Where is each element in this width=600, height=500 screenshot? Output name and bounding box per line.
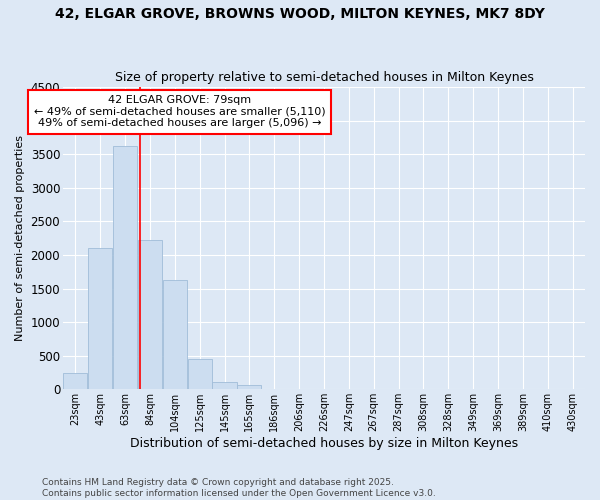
- Text: 42 ELGAR GROVE: 79sqm
← 49% of semi-detached houses are smaller (5,110)
49% of s: 42 ELGAR GROVE: 79sqm ← 49% of semi-deta…: [34, 95, 326, 128]
- X-axis label: Distribution of semi-detached houses by size in Milton Keynes: Distribution of semi-detached houses by …: [130, 437, 518, 450]
- Bar: [188, 359, 212, 390]
- Bar: [113, 146, 137, 390]
- Bar: [88, 248, 112, 390]
- Bar: [163, 280, 187, 390]
- Y-axis label: Number of semi-detached properties: Number of semi-detached properties: [15, 135, 25, 341]
- Bar: [138, 240, 162, 390]
- Bar: [64, 372, 88, 390]
- Bar: [212, 382, 236, 390]
- Text: 42, ELGAR GROVE, BROWNS WOOD, MILTON KEYNES, MK7 8DY: 42, ELGAR GROVE, BROWNS WOOD, MILTON KEY…: [55, 8, 545, 22]
- Text: Contains HM Land Registry data © Crown copyright and database right 2025.
Contai: Contains HM Land Registry data © Crown c…: [42, 478, 436, 498]
- Title: Size of property relative to semi-detached houses in Milton Keynes: Size of property relative to semi-detach…: [115, 72, 533, 85]
- Bar: [238, 386, 262, 390]
